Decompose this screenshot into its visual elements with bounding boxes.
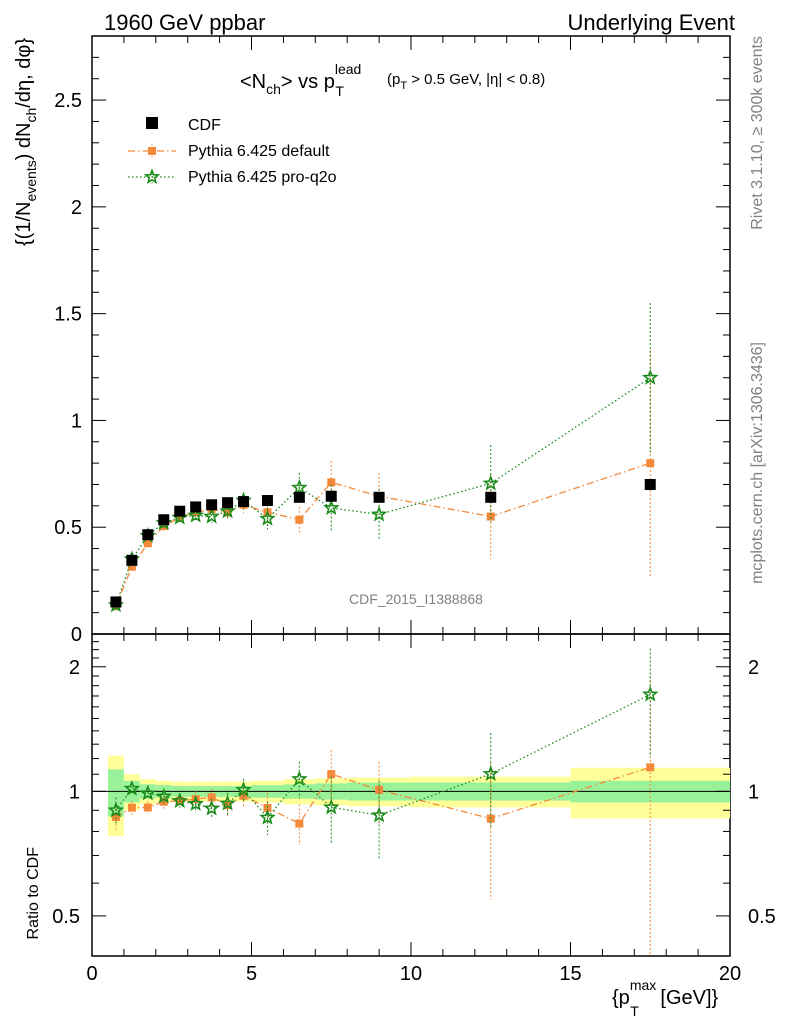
ratio-point-proq2o — [235, 781, 252, 797]
ratio-point-default — [327, 770, 336, 779]
data-point-cdf — [158, 514, 170, 526]
data-point-cdf — [126, 554, 138, 566]
ratio-point-proq2o — [203, 799, 220, 816]
data-point-proq2o — [259, 509, 276, 526]
data-point-cdf — [485, 491, 497, 503]
data-point-cdf — [142, 529, 154, 541]
y-tick-label: 1 — [71, 410, 82, 432]
ratio-point-default — [263, 803, 272, 812]
ratio-point-proq2o — [107, 801, 125, 818]
y-tick-label: 0.5 — [54, 517, 82, 539]
x-tick-label: 20 — [719, 963, 741, 985]
data-point-cdf — [206, 499, 218, 511]
ratio-point-proq2o — [641, 685, 659, 702]
series-line-square — [115, 462, 651, 607]
analysis-watermark: CDF_2015_I1388868 — [349, 591, 483, 607]
data-point-cdf — [325, 490, 337, 502]
data-point-default — [143, 539, 152, 548]
ratio-tick-label-left: 2 — [69, 657, 80, 679]
ratio-point-proq2o — [370, 806, 388, 823]
data-point-cdf — [373, 491, 385, 503]
plot-title: <Nch> vs plead T — [240, 61, 361, 99]
legend-label-default: Pythia 6.425 default — [188, 143, 330, 160]
y-tick-label: 2 — [71, 197, 82, 219]
plot-cuts: (pT > 0.5 GeV, |η| < 0.8) — [387, 71, 545, 92]
ratio-point-proq2o — [187, 795, 204, 811]
x-axis-label: {pmax T [GeV]} — [612, 977, 719, 1019]
header-right: Underlying Event — [567, 10, 735, 35]
mcplots-label: mcplots.cern.ch [arXiv:1306.3436] — [749, 342, 766, 584]
data-point-proq2o — [641, 369, 659, 385]
ratio-point-proq2o — [171, 792, 189, 809]
header-left: 1960 GeV ppbar — [104, 10, 265, 35]
ratio-point-proq2o — [155, 787, 173, 804]
ratio-point-default — [295, 819, 304, 828]
y-tick-label: 0 — [71, 624, 82, 646]
data-point-default — [295, 515, 304, 524]
legend: CDF Pythia 6.425 default Pythia 6.425 pr… — [128, 117, 337, 186]
y-axis-label-ratio: Ratio to CDF — [25, 847, 42, 940]
ratio-tick-label-right: 2 — [748, 657, 759, 679]
ratio-point-proq2o — [259, 808, 276, 825]
data-point-cdf — [190, 501, 202, 513]
data-point-proq2o — [322, 499, 340, 516]
data-point-cdf — [238, 496, 250, 508]
ratio-tick-label-left: 0.5 — [52, 906, 80, 928]
axis-ticks: 0 5 10 15 20 0 0.5 1 1.5 2 2.5 0.5 0.5 1 1 2 2 — [52, 36, 776, 985]
ratio-band-stat — [107, 769, 124, 817]
y-tick-label: 1.5 — [54, 304, 82, 326]
ratio-point-default — [127, 803, 136, 812]
ratio-point-proq2o — [291, 770, 308, 787]
ratio-point-default — [111, 813, 120, 822]
legend-marker-proq2o — [143, 168, 161, 185]
data-point-default — [646, 459, 655, 468]
ratio-point-proq2o — [123, 780, 141, 796]
data-point-cdf — [174, 505, 186, 517]
data-marks — [107, 302, 659, 956]
data-point-cdf — [222, 497, 234, 509]
x-tick-label: 0 — [86, 963, 97, 985]
data-point-proq2o — [291, 478, 308, 495]
data-point-cdf — [644, 479, 656, 490]
ratio-point-proq2o — [139, 784, 157, 801]
legend-label-cdf: CDF — [188, 117, 221, 134]
series-line-star — [115, 377, 651, 606]
x-tick-label: 5 — [246, 963, 257, 985]
ratio-point-default — [143, 803, 152, 812]
ratio-point-default — [646, 763, 655, 772]
data-point-proq2o — [482, 474, 500, 491]
ratio-line-star — [115, 693, 651, 819]
data-point-cdf — [261, 495, 273, 507]
data-point-cdf — [110, 596, 122, 608]
ratio-point-proq2o — [322, 798, 340, 815]
ratio-point-proq2o — [482, 765, 500, 781]
ratio-tick-label-left: 1 — [69, 781, 80, 803]
ratio-point-proq2o — [219, 794, 236, 811]
data-point-default — [127, 562, 136, 571]
x-tick-label: 15 — [559, 963, 581, 985]
legend-marker-cdf — [146, 117, 158, 129]
ratio-tick-label-right: 0.5 — [748, 906, 776, 928]
y-tick-label: 2.5 — [54, 90, 82, 112]
data-point-proq2o — [219, 502, 236, 519]
legend-marker-default — [148, 147, 156, 155]
data-point-proq2o — [203, 507, 220, 524]
legend-label-proq2o: Pythia 6.425 pro-q2o — [188, 169, 337, 186]
data-point-default — [327, 478, 336, 487]
data-point-cdf — [293, 491, 305, 503]
ratio-tick-label-right: 1 — [748, 781, 759, 803]
ratio-point-default — [207, 793, 216, 802]
data-point-proq2o — [370, 505, 388, 522]
rivet-label: Rivet 3.1.10, ≥ 300k events — [749, 36, 766, 230]
ratio-uncertainty-bands — [92, 755, 730, 836]
y-axis-label-main: {(1/Nevents) dNch/dη, dφ} — [13, 38, 39, 246]
x-tick-label: 10 — [400, 963, 422, 985]
data-point-proq2o — [187, 506, 204, 523]
data-point-default — [486, 512, 495, 521]
